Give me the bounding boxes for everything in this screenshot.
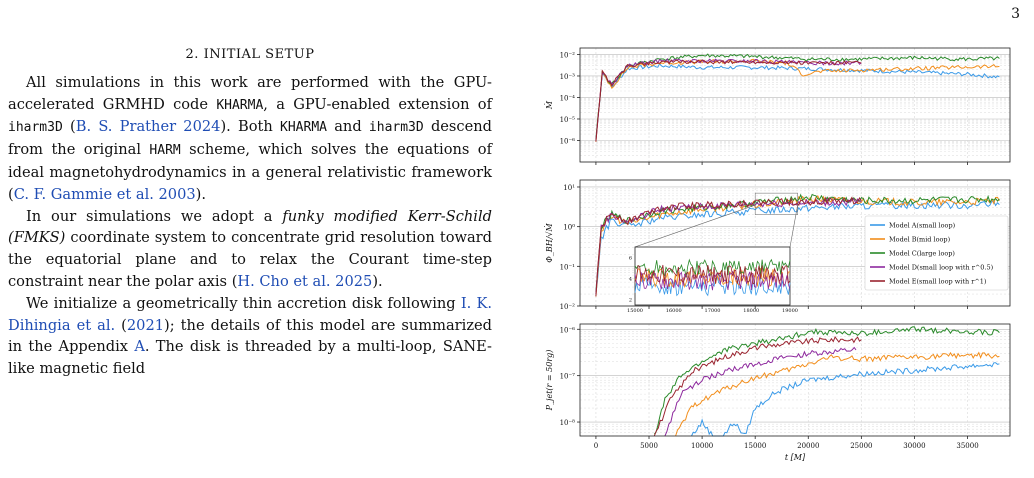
series-line bbox=[595, 62, 1000, 141]
citation-link[interactable]: I. K. Dihingia et al. bbox=[8, 294, 492, 334]
x-axis-label: t [M] bbox=[785, 453, 806, 462]
x-tick-label: 5000 bbox=[640, 442, 658, 450]
inset-x-tick-label: 18000 bbox=[743, 308, 759, 314]
text-fragment: , a GPU-enabled extension of bbox=[263, 95, 492, 113]
y-tick-label: 10⁻³ bbox=[560, 73, 576, 81]
inset-y-tick-label: 6 bbox=[629, 256, 632, 262]
y-tick-label: 10⁻⁶ bbox=[560, 326, 576, 334]
series-line bbox=[595, 53, 1000, 140]
y-axis-label: P_jet(r = 50rg) bbox=[545, 350, 554, 412]
series-line bbox=[653, 335, 862, 437]
text-fragment: In our simulations we adopt a bbox=[26, 207, 283, 225]
y-tick-label: 10⁻⁷ bbox=[560, 373, 576, 381]
figure: 10⁻² 10⁻³ 10⁻⁴ 10⁻⁵ 10⁻⁶ Ṁ 10¹ 10⁰ 10⁻¹ 10⁻² Φ_BH/… bbox=[540, 44, 1020, 474]
chart-panel-3: 10⁻⁶ 10⁻⁷ 10⁻⁸ P_jet(r = 50rg) 0 5000 10000 150… bbox=[545, 323, 1011, 462]
inset-series-line bbox=[634, 264, 791, 285]
x-tick-label: 0 bbox=[594, 442, 598, 450]
text-fragment: ); the details of this model are summari… bbox=[8, 316, 492, 356]
paragraph-1: All simulations in this work are perform… bbox=[8, 72, 492, 206]
legend-label: Model E(small loop with r^1) bbox=[889, 278, 987, 286]
y-tick-label: 10⁻² bbox=[560, 303, 576, 311]
y-axis-label: Ṁ bbox=[545, 100, 554, 110]
y-tick-label: 10¹ bbox=[563, 184, 575, 192]
figure-svg: 10⁻² 10⁻³ 10⁻⁴ 10⁻⁵ 10⁻⁶ Ṁ 10¹ 10⁰ 10⁻¹ 10⁻² Φ_BH/… bbox=[545, 47, 1011, 462]
inset-x-tick-label: 17000 bbox=[705, 308, 721, 314]
series-line bbox=[675, 351, 1000, 437]
y-axis-label: Φ_BH/√Ṁ bbox=[545, 222, 554, 262]
series-line bbox=[595, 58, 1000, 142]
inset-connector bbox=[634, 204, 756, 248]
text-fragment: descend from the original bbox=[8, 118, 492, 159]
code-iharm3d: iharm3D bbox=[8, 120, 63, 136]
y-tick-label: 10⁻⁸ bbox=[560, 419, 576, 427]
x-tick-label: 35000 bbox=[956, 442, 978, 450]
legend-box bbox=[864, 215, 1009, 291]
x-tick-label: 10000 bbox=[691, 442, 713, 450]
section-title: 2. INITIAL SETUP bbox=[185, 47, 315, 62]
paragraph-2: In our simulations we adopt a funky modi… bbox=[8, 206, 492, 293]
citation-link[interactable]: 2021 bbox=[126, 316, 165, 334]
text-fragment: and bbox=[327, 118, 369, 136]
legend-label: Model B(mid loop) bbox=[889, 236, 951, 244]
y-tick-label: 10⁻⁶ bbox=[560, 137, 576, 145]
x-tick-label: 25000 bbox=[850, 442, 872, 450]
text-fragment: ( bbox=[115, 316, 127, 334]
series-line bbox=[595, 58, 862, 141]
inset-series-line bbox=[634, 270, 791, 291]
text-fragment: coordinate system to concentrate grid re… bbox=[8, 229, 492, 290]
inset-series-line bbox=[634, 276, 791, 297]
plot-frame bbox=[579, 47, 1011, 163]
inset-region bbox=[754, 192, 798, 215]
series-line bbox=[664, 346, 857, 437]
code-iharm3d: iharm3D bbox=[368, 120, 424, 136]
text-fragment: ( bbox=[62, 118, 76, 136]
inset-connector bbox=[789, 205, 798, 248]
paragraph-3: We initialize a geometrically thin accre… bbox=[8, 293, 492, 380]
legend-label: Model C(large loop) bbox=[889, 250, 955, 258]
code-kharma: KHARMA bbox=[280, 120, 327, 136]
plot-frame bbox=[579, 323, 1011, 437]
inset-y-tick-label: 4 bbox=[629, 277, 632, 283]
text-fragment: ). Both bbox=[220, 118, 281, 136]
y-tick-label: 10⁻² bbox=[560, 51, 576, 59]
inset-y-tick-label: 2 bbox=[629, 298, 632, 304]
chart-panel-2: 10¹ 10⁰ 10⁻¹ 10⁻² Φ_BH/√Ṁ 15000 16000 17000 1800… bbox=[545, 179, 1011, 314]
y-tick-label: 10⁰ bbox=[563, 224, 575, 232]
y-tick-label: 10⁻⁵ bbox=[560, 116, 576, 124]
text-fragment: We initialize a geometrically thin accre… bbox=[26, 294, 461, 312]
x-tick-label: 20000 bbox=[797, 442, 819, 450]
text-fragment: ). bbox=[372, 272, 383, 290]
inset-frame bbox=[634, 246, 791, 306]
y-tick-label: 10⁻⁴ bbox=[560, 94, 576, 102]
chart-panel-1: 10⁻² 10⁻³ 10⁻⁴ 10⁻⁵ 10⁻⁶ Ṁ bbox=[545, 47, 1011, 165]
text-fragment: scheme, which solves the equations of id… bbox=[8, 141, 492, 203]
inset-x-tick-label: 19000 bbox=[782, 308, 798, 314]
y-tick-label: 10⁻¹ bbox=[560, 263, 576, 271]
citation-link[interactable]: H. Cho et al. 2025 bbox=[237, 272, 373, 290]
plot-frame bbox=[579, 179, 1011, 307]
series-line bbox=[595, 59, 862, 142]
page-number: 3 bbox=[1011, 6, 1020, 22]
inset-series-line bbox=[634, 267, 791, 289]
legend-label: Model A(small loop) bbox=[889, 222, 956, 230]
x-tick-label: 15000 bbox=[744, 442, 766, 450]
text-fragment: ). bbox=[195, 185, 207, 203]
inset-series-line bbox=[634, 258, 791, 278]
series-line bbox=[691, 362, 1000, 437]
inset-x-tick-label: 15000 bbox=[627, 308, 643, 314]
appendix-link[interactable]: A bbox=[134, 338, 145, 356]
inset-x-tick-label: 16000 bbox=[666, 308, 682, 314]
code-harm: HARM bbox=[149, 143, 181, 159]
emphasis-text: funky modified Kerr-Schild (FMKS) bbox=[8, 207, 492, 247]
text-fragment: . The disk is threaded by a multi-loop, … bbox=[8, 338, 492, 378]
series-line bbox=[653, 326, 1000, 435]
x-tick-label: 30000 bbox=[903, 442, 925, 450]
code-kharma: KHARMA bbox=[216, 97, 264, 113]
text-column: 2. INITIAL SETUP All simulations in this… bbox=[8, 44, 492, 380]
series-line bbox=[595, 196, 862, 297]
text-fragment: All simulations in this work are perform… bbox=[8, 73, 492, 113]
legend-label: Model D(small loop with r^0.5) bbox=[889, 264, 994, 272]
citation-link[interactable]: C. F. Gammie et al. 2003 bbox=[13, 185, 196, 203]
citation-link[interactable]: B. S. Prather 2024 bbox=[75, 118, 221, 136]
